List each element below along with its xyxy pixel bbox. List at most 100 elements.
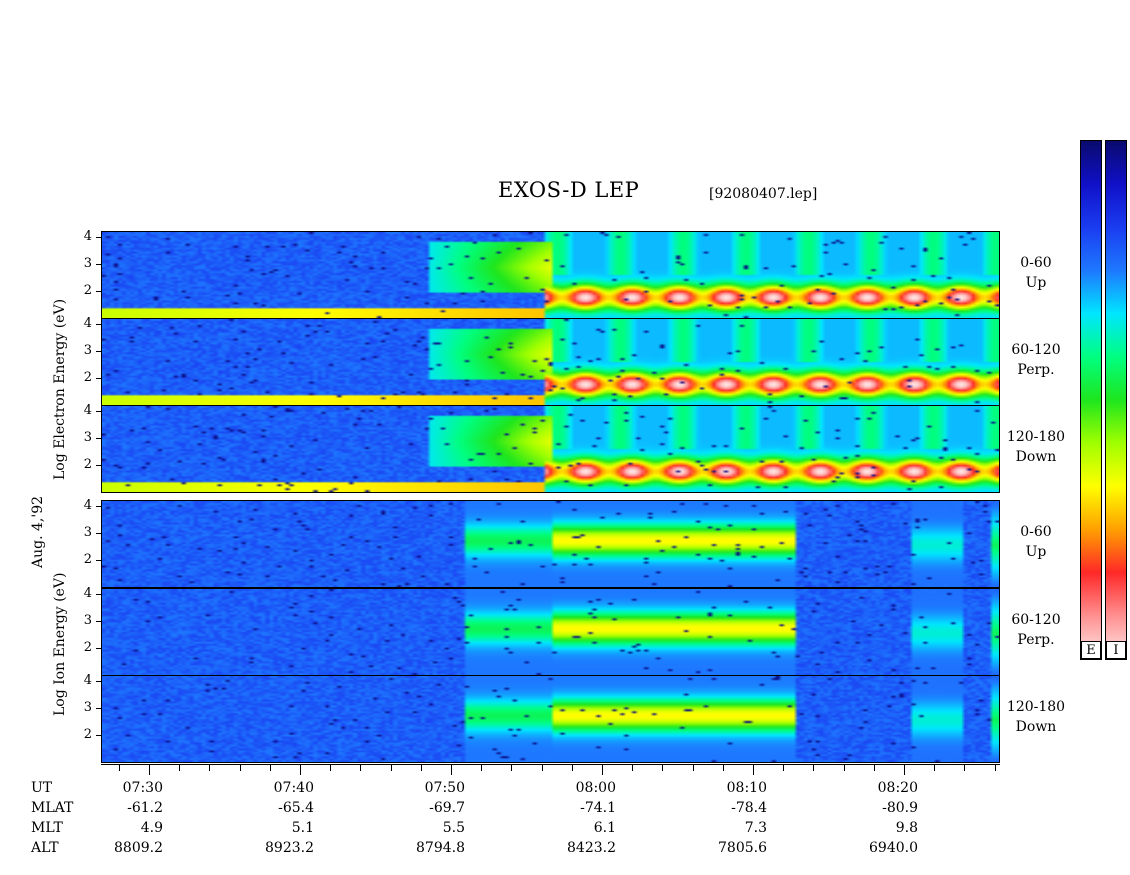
pitch-angle-range: 120-180 <box>1006 699 1066 715</box>
spectrogram-panel-ion-60-120 <box>101 588 1000 676</box>
pitch-angle-label: 60-120 Perp. <box>1006 340 1066 380</box>
x-tick-mark <box>722 765 724 771</box>
orbit-row-label: MLAT <box>31 800 74 816</box>
orbit-cell: 4.9 <box>140 820 163 836</box>
y-tick-mark <box>96 411 101 412</box>
y-tick-label: 2 <box>83 370 92 385</box>
date-label: Aug. 4,'92 <box>30 495 46 568</box>
colorbar-label-i: I <box>1106 641 1126 659</box>
pitch-angle-label: 0-60 Up <box>1006 522 1066 562</box>
x-tick-mark <box>753 765 754 775</box>
x-tick-mark <box>692 765 694 771</box>
pitch-angle-direction: Perp. <box>1017 632 1055 648</box>
y-tick-mark <box>96 264 101 265</box>
orbit-cell: -78.4 <box>731 800 767 816</box>
y-tick-label: 2 <box>83 283 92 298</box>
x-tick-mark <box>843 765 845 771</box>
orbit-cell: 8923.2 <box>265 840 314 856</box>
y-tick-label: 4 <box>83 498 92 513</box>
orbit-cell: 8794.8 <box>416 840 465 856</box>
orbit-cell: 08:10 <box>726 780 767 796</box>
pitch-angle-range: 0-60 <box>1020 524 1052 540</box>
orbit-cell: 6940.0 <box>869 840 918 856</box>
x-tick-mark <box>813 765 815 771</box>
pitch-angle-direction: Up <box>1025 544 1047 560</box>
x-tick-mark <box>662 765 664 771</box>
pitch-angle-range: 60-120 <box>1011 612 1061 628</box>
ion-axis-label: Log Ion Energy (eV) <box>52 572 68 716</box>
x-tick-mark <box>571 765 573 771</box>
x-tick-mark <box>118 765 120 771</box>
x-tick-mark <box>360 765 362 771</box>
x-tick-mark <box>269 765 271 771</box>
pitch-angle-direction: Perp. <box>1017 362 1055 378</box>
y-tick-mark <box>96 291 101 292</box>
orbit-cell: 7805.6 <box>718 840 767 856</box>
orbit-cell: 07:40 <box>273 780 314 796</box>
y-tick-label: 4 <box>83 586 92 601</box>
y-tick-mark <box>96 533 101 534</box>
y-tick-mark <box>96 560 101 561</box>
y-tick-label: 2 <box>83 457 92 472</box>
orbit-cell: 07:30 <box>122 780 163 796</box>
x-tick-mark <box>390 765 392 771</box>
x-tick-mark <box>179 765 181 771</box>
y-tick-label: 4 <box>83 316 92 331</box>
y-tick-label: 2 <box>83 552 92 567</box>
y-tick-mark <box>96 594 101 595</box>
spectrogram-panel-ion-0-60 <box>101 500 1000 588</box>
y-tick-mark <box>96 324 101 325</box>
orbit-cell: 08:20 <box>877 780 918 796</box>
y-tick-mark <box>96 237 101 238</box>
pitch-angle-label: 60-120 Perp. <box>1006 610 1066 650</box>
pitch-angle-label: 120-180 Down <box>1006 427 1066 467</box>
y-tick-mark <box>96 648 101 649</box>
y-tick-mark <box>96 465 101 466</box>
x-tick-mark <box>209 765 211 771</box>
electron-axis-label: Log Electron Energy (eV) <box>52 298 68 480</box>
orbit-cell: 8809.2 <box>114 840 163 856</box>
pitch-angle-direction: Up <box>1025 275 1047 291</box>
y-tick-label: 3 <box>83 525 92 540</box>
orbit-cell: 07:50 <box>424 780 465 796</box>
y-tick-mark <box>96 378 101 379</box>
y-tick-label: 4 <box>83 403 92 418</box>
orbit-cell: -74.1 <box>580 800 616 816</box>
x-tick-mark <box>934 765 936 771</box>
x-tick-mark <box>904 765 905 775</box>
y-tick-mark <box>96 681 101 682</box>
y-tick-label: 4 <box>83 229 92 244</box>
x-tick-mark <box>420 765 422 771</box>
pitch-angle-range: 0-60 <box>1020 255 1052 271</box>
spectrogram-panel-electron-0-60 <box>101 231 1000 319</box>
orbit-row-label: ALT <box>31 840 59 856</box>
orbit-cell: -65.4 <box>278 800 314 816</box>
x-tick-mark <box>239 765 241 771</box>
y-tick-mark <box>96 621 101 622</box>
electron-colorbar <box>1080 140 1102 660</box>
y-tick-label: 3 <box>83 256 92 271</box>
orbit-cell: 9.8 <box>895 820 918 836</box>
y-tick-label: 3 <box>83 700 92 715</box>
x-tick-mark <box>783 765 785 771</box>
y-tick-mark <box>96 708 101 709</box>
x-tick-mark <box>149 765 150 775</box>
spectrogram-panel-ion-120-180 <box>101 675 1000 763</box>
pitch-angle-direction: Down <box>1015 449 1057 465</box>
pitch-angle-range: 120-180 <box>1006 429 1066 445</box>
ion-colorbar <box>1105 140 1127 660</box>
orbit-cell: 7.3 <box>744 820 767 836</box>
x-tick-mark <box>481 765 483 771</box>
x-tick-mark <box>300 765 301 775</box>
y-tick-label: 3 <box>83 430 92 445</box>
orbit-row-label: MLT <box>31 820 63 836</box>
y-tick-label: 3 <box>83 343 92 358</box>
y-tick-label: 4 <box>83 673 92 688</box>
orbit-cell: 5.5 <box>442 820 465 836</box>
orbit-cell: -80.9 <box>882 800 918 816</box>
chart-title: EXOS-D LEP <box>498 178 640 202</box>
colorbar-label-e: E <box>1081 641 1101 659</box>
x-tick-mark <box>602 765 603 775</box>
y-tick-mark <box>96 506 101 507</box>
x-tick-mark <box>964 765 966 771</box>
